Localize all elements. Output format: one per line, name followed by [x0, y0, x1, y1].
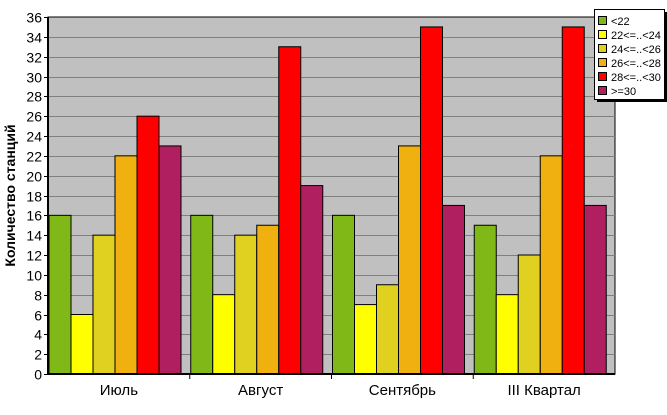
y-tick-label: 6: [34, 308, 42, 324]
x-tick-label: Июль: [100, 382, 138, 399]
legend-label: 28<=..<30: [611, 72, 661, 84]
legend-label: >=30: [611, 86, 636, 98]
legend-label: 22<=..<24: [611, 30, 661, 42]
y-axis-label: Количество станций: [2, 124, 18, 266]
legend-swatch: [598, 86, 607, 95]
bar: [70, 314, 94, 375]
bar: [278, 46, 302, 375]
bar: [114, 155, 138, 375]
bar: [420, 26, 443, 375]
y-tick-label: 26: [26, 109, 42, 125]
legend-swatch: [598, 72, 607, 81]
bar: [92, 234, 116, 375]
bar: [300, 185, 324, 375]
legend-label: 26<=..<28: [611, 58, 661, 70]
bar: [48, 214, 72, 375]
bar: [583, 204, 607, 375]
bar: [517, 254, 541, 375]
bar: [332, 214, 355, 375]
bar: [561, 26, 585, 375]
y-tick-label: 22: [26, 149, 42, 165]
legend: <22 22<=..<24 24<=..<26 26<=..<28 28<=..<30 >…: [594, 9, 667, 102]
y-tick-label: 30: [26, 70, 42, 86]
y-tick-label: 8: [34, 288, 42, 304]
bar: [190, 214, 214, 375]
bar: [539, 155, 563, 375]
legend-label: <22: [611, 16, 630, 28]
y-tick-label: 24: [26, 129, 42, 145]
bar: [212, 294, 236, 375]
y-tick-label: 36: [26, 10, 42, 26]
bar: [234, 234, 258, 375]
bar: [398, 145, 421, 375]
legend-swatch: [598, 44, 607, 53]
y-tick-label: 18: [26, 189, 42, 205]
y-tick-label: 0: [34, 367, 42, 383]
legend-swatch: [598, 58, 607, 67]
y-tick-label: 28: [26, 89, 42, 105]
legend-label: 24<=..<26: [611, 44, 661, 56]
y-tick-label: 34: [26, 30, 42, 46]
y-tick-label: 10: [26, 268, 42, 284]
bar: [473, 224, 497, 375]
bar: [158, 145, 182, 375]
y-tick-label: 20: [26, 169, 42, 185]
y-tick-label: 14: [26, 228, 42, 244]
bar: [495, 294, 519, 375]
y-tick-label: 16: [26, 208, 42, 224]
legend-swatch: [598, 30, 607, 39]
bar: [376, 284, 399, 375]
bar: [136, 115, 160, 375]
x-tick-label: III Квартал: [507, 382, 580, 399]
y-tick-label: 32: [26, 50, 42, 66]
x-tick-label: Август: [238, 382, 283, 399]
y-tick-label: 12: [26, 248, 42, 264]
x-tick-label: Сентябрь: [369, 382, 436, 399]
y-tick-label: 2: [34, 347, 42, 363]
bar: [354, 304, 377, 375]
legend-swatch: [598, 16, 607, 25]
y-tick-label: 4: [34, 327, 42, 343]
bar: [442, 204, 465, 375]
bar: [256, 224, 280, 375]
